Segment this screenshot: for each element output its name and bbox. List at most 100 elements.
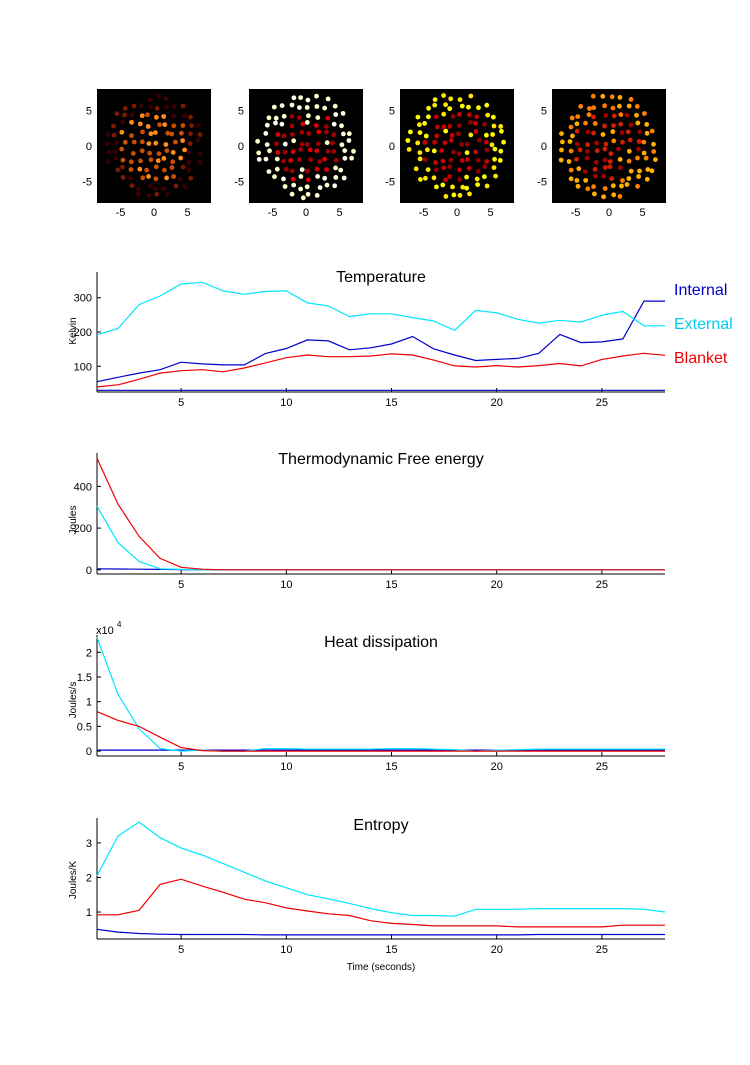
y-tick-label: 1 bbox=[86, 697, 92, 709]
particle-point bbox=[603, 113, 609, 118]
x-tick-label: 0 bbox=[606, 207, 612, 219]
particle-point bbox=[617, 194, 623, 199]
particle-point bbox=[161, 156, 167, 161]
particle-point bbox=[156, 93, 162, 99]
particle-point bbox=[653, 157, 658, 163]
particle-point bbox=[417, 130, 423, 136]
particle-point bbox=[432, 139, 437, 145]
particle-point bbox=[187, 141, 193, 147]
particle-point bbox=[180, 164, 186, 170]
particle-point bbox=[485, 112, 491, 118]
particle-point bbox=[482, 164, 488, 170]
particle-point bbox=[492, 146, 498, 152]
particle-point bbox=[423, 175, 428, 181]
particle-point bbox=[135, 186, 141, 192]
particle-point bbox=[636, 139, 642, 144]
particle-point bbox=[415, 114, 421, 120]
particle-point bbox=[298, 174, 304, 179]
particle-point bbox=[636, 174, 641, 179]
x-axis-label: Time (seconds) bbox=[347, 962, 416, 973]
snapshot-panel-1: -5 0 5 5 0 -5 bbox=[82, 89, 211, 219]
series-line-blanket bbox=[97, 878, 665, 928]
particle-point bbox=[559, 131, 564, 137]
particle-point bbox=[146, 141, 152, 147]
y-tick-label: 0 bbox=[238, 141, 244, 153]
particle-point bbox=[464, 150, 470, 156]
particle-point bbox=[105, 159, 110, 165]
particle-point bbox=[592, 121, 598, 126]
particle-point bbox=[491, 123, 497, 129]
particle-point bbox=[574, 178, 580, 183]
particle-point bbox=[351, 148, 356, 154]
y-axis-label: Joules/s bbox=[68, 682, 79, 719]
particle-point bbox=[315, 141, 321, 147]
particle-point bbox=[465, 157, 470, 162]
legend-internal: Internal bbox=[674, 282, 727, 299]
particle-point bbox=[626, 176, 632, 181]
particle-point bbox=[330, 140, 335, 146]
particle-point bbox=[585, 186, 591, 192]
particle-point bbox=[624, 182, 630, 187]
particle-point bbox=[413, 166, 419, 172]
particle-point bbox=[641, 139, 647, 145]
particle-point bbox=[180, 123, 186, 128]
particle-point bbox=[281, 133, 287, 139]
particle-point bbox=[304, 168, 310, 174]
particle-point bbox=[266, 169, 272, 175]
particle-point bbox=[582, 169, 588, 175]
particle-point bbox=[342, 148, 348, 154]
particle-point bbox=[441, 124, 447, 130]
particle-point bbox=[649, 128, 655, 134]
particle-point bbox=[611, 138, 617, 144]
series-line-blanket bbox=[96, 457, 665, 571]
particle-point bbox=[422, 121, 427, 126]
particle-point bbox=[406, 147, 412, 152]
particle-point bbox=[443, 194, 449, 199]
particle-point bbox=[281, 176, 286, 182]
particle-point bbox=[281, 113, 287, 119]
particle-point bbox=[600, 93, 606, 99]
particle-point bbox=[296, 115, 302, 121]
particle-point bbox=[441, 165, 447, 171]
particle-point bbox=[583, 120, 588, 126]
x-tick-label: 25 bbox=[596, 579, 608, 591]
particle-point bbox=[618, 121, 624, 127]
particle-point bbox=[602, 186, 608, 191]
particle-point bbox=[611, 113, 617, 119]
x-tick-label: 5 bbox=[178, 397, 184, 409]
particle-point bbox=[611, 192, 617, 198]
particle-point bbox=[186, 150, 192, 155]
particle-point bbox=[497, 158, 503, 163]
entropy-chart: Entropy Joules/K Time (seconds) 5 10 15 20 2… bbox=[68, 817, 666, 973]
particle-point bbox=[283, 166, 289, 172]
particle-point bbox=[583, 178, 589, 183]
particle-point bbox=[147, 150, 153, 156]
particle-point bbox=[153, 140, 159, 146]
particle-point bbox=[432, 97, 438, 102]
x-tick-label: 10 bbox=[280, 397, 292, 409]
heat-dissipation-chart: Heat dissipation Joules/s x10 4 5 10 15 20 2… bbox=[68, 620, 665, 773]
y-tick-label: 2 bbox=[86, 647, 92, 659]
particle-point bbox=[607, 164, 613, 170]
particle-point bbox=[256, 157, 262, 162]
particle-point bbox=[169, 131, 175, 137]
particle-point bbox=[346, 131, 352, 137]
particle-point bbox=[457, 112, 462, 117]
particle-point bbox=[476, 105, 481, 111]
particle-point bbox=[304, 105, 310, 110]
particle-point bbox=[267, 148, 272, 154]
particle-point bbox=[147, 183, 153, 189]
x-tick-label: 5 bbox=[487, 207, 493, 219]
particle-point bbox=[155, 158, 161, 164]
series-line-external bbox=[96, 821, 666, 917]
x-tick-label: 0 bbox=[151, 207, 157, 219]
particle-point bbox=[448, 157, 454, 163]
particle-point bbox=[460, 184, 466, 190]
particle-point bbox=[154, 114, 159, 120]
particle-point bbox=[333, 175, 339, 180]
particle-point bbox=[635, 183, 640, 189]
x-tick-label: 15 bbox=[385, 944, 397, 956]
particle-point bbox=[626, 158, 632, 164]
particle-point bbox=[610, 183, 616, 189]
particle-point bbox=[324, 129, 329, 135]
